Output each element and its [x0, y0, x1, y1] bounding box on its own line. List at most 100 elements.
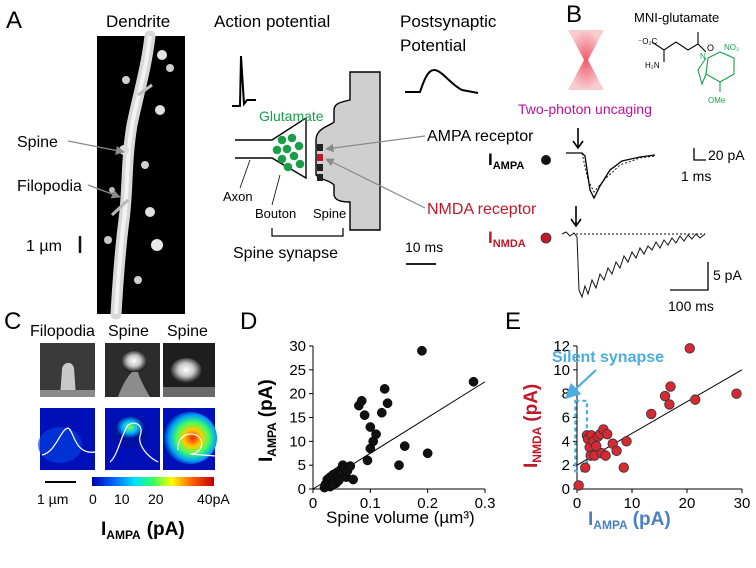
chartE-data-point	[600, 450, 611, 461]
panel-letter-c: C	[4, 308, 21, 335]
ampa-receptor-arrow	[325, 135, 426, 153]
chartD-y-tick-label: 15	[289, 410, 306, 427]
psp-title-line2: Potential	[400, 36, 466, 55]
c-colorbar-tick-10: 10	[114, 491, 130, 507]
chartE-data-point	[659, 390, 671, 402]
c-colorbar	[92, 477, 214, 486]
dendrite-micrograph	[97, 30, 185, 320]
panel-letter-e: E	[505, 308, 521, 335]
e-xlabel-unit: (pA)	[633, 509, 671, 530]
nmda-receptor-arrow	[325, 158, 426, 209]
chartD-data-point	[345, 461, 356, 471]
chartE-silent-box	[574, 399, 588, 473]
chartE-data-point	[731, 388, 742, 399]
nmda-scale-x: 100 ms	[668, 298, 714, 314]
action-potential-trace	[232, 55, 256, 107]
mni-structure	[651, 32, 735, 92]
c-spine1-heatmap	[105, 408, 160, 470]
c-scale-label: 1 µm	[37, 491, 68, 507]
chartD-x-tick-label: 0	[309, 495, 317, 512]
d-ylabel: IAMPA (pA)	[256, 379, 279, 462]
chartE-y-tick-label: 4	[562, 433, 570, 450]
chem-h2n: H₂N	[645, 61, 660, 70]
chartD-y-tick-label: 5	[298, 457, 306, 474]
dendrite-title: Dendrite	[106, 12, 170, 31]
spine-synapse-bracket	[271, 228, 344, 237]
nmda-trace	[561, 231, 706, 299]
c-cb-title-sub: AMPA	[106, 528, 141, 542]
ampa-scale-y: 20 pA	[708, 147, 745, 163]
bouton-pointer	[271, 174, 281, 206]
c-colorbar-title: IAMPA (pA)	[101, 519, 185, 542]
chartD-y-tick-label: 0	[298, 481, 306, 498]
filopodia-label: Filopodia	[17, 178, 82, 195]
chartE-x-tick-label: 10	[624, 495, 641, 512]
chartD-y-tick-label: 20	[289, 386, 306, 403]
ampa-arrow	[572, 128, 584, 150]
ampa-dot	[541, 155, 551, 165]
e-ylabel-sub: NMDA	[530, 426, 544, 462]
nmda-arrow	[570, 206, 582, 228]
d-xlabel: Spine volume (µm³)	[326, 508, 475, 527]
chartD-x-tick-label: 0.1	[360, 495, 381, 512]
chartD-y-tick-label: 30	[289, 338, 306, 355]
chartD-data-point	[333, 475, 344, 486]
chartD-x-tick-label: 0.2	[417, 495, 438, 512]
i-nmda-main: I	[488, 228, 493, 247]
ampa-scale-x: 1 ms	[681, 168, 711, 184]
chartD-data-point	[422, 448, 433, 459]
silent-synapse-label: Silent synapse	[552, 349, 664, 366]
chartD-data-point	[382, 398, 393, 409]
ampa-trace	[566, 152, 656, 200]
c-colorbar-tick-40: 40pA	[197, 491, 230, 507]
chartD-data-point	[365, 422, 376, 432]
chem-no2: NO₂	[724, 43, 739, 52]
ampa-receptor-label: AMPA receptor	[427, 128, 534, 145]
chartE-data-point	[621, 436, 632, 447]
e-ylabel-main: I	[521, 463, 542, 468]
chartE-data-point	[618, 462, 629, 473]
spine-arrow	[67, 140, 125, 155]
e-xlabel-sub: AMPA	[593, 518, 628, 532]
chartE-data-point	[580, 462, 591, 473]
nmda-scale-bar	[670, 262, 709, 291]
d-ylabel-sub: AMPA	[265, 422, 279, 457]
c-spine2-heatmap	[163, 408, 217, 470]
nmda-dot	[540, 232, 552, 244]
synapse-schematic	[235, 71, 381, 231]
d-ylabel-main: I	[256, 457, 277, 462]
chartD-y-tick-label: 25	[289, 362, 306, 379]
chartE-x-tick-label: 0	[573, 495, 581, 512]
i-nmda-sub: NMDA	[493, 238, 526, 250]
e-xlabel: IAMPA (pA)	[588, 509, 671, 532]
d-ylabel-unit: (pA)	[256, 379, 277, 417]
chartE-data-point	[573, 480, 584, 491]
chem-co2: ⁻O₂C	[638, 37, 658, 46]
e-ylabel: INMDA (pA)	[521, 384, 544, 468]
chartD-data-point	[356, 395, 367, 406]
c-cb-title-main: I	[101, 519, 106, 540]
chartE-x-tick-label: 30	[734, 495, 751, 512]
chart-d: 0 0.1 0.2 0.3 0 5 10 15 20 25 30	[289, 338, 495, 512]
c-col3-title: Spine	[167, 323, 208, 340]
chartD-data-point	[399, 441, 410, 451]
panel-letter-b: B	[566, 1, 582, 28]
e-xlabel-main: I	[588, 509, 593, 530]
glutamate-label: Glutamate	[259, 108, 324, 124]
chartD-x-tick-label: 0.3	[475, 495, 496, 512]
e-ylabel-unit: (pA)	[521, 384, 542, 422]
chartD-data-point	[394, 460, 404, 471]
chartE-data-point	[646, 408, 657, 420]
panel-letter-d: D	[240, 308, 257, 335]
chartE-y-tick-label: 12	[553, 338, 570, 355]
chartD-data-point	[359, 410, 370, 420]
chartE-data-point	[684, 343, 695, 354]
chartE-y-tick-label: 0	[562, 481, 570, 498]
nmda-receptor-label: NMDA receptor	[427, 201, 537, 218]
ampa-fit	[581, 152, 656, 193]
chartD-data-point	[362, 455, 373, 466]
chartD-data-point	[371, 429, 381, 440]
action-potential-title: Action potential	[214, 12, 330, 31]
ampa-scale-bar	[693, 148, 706, 161]
nmda-scale-y: 5 pA	[713, 267, 742, 283]
